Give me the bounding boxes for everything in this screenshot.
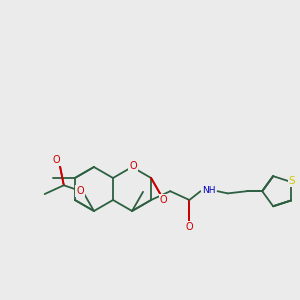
Text: O: O bbox=[52, 155, 60, 165]
Text: O: O bbox=[186, 222, 193, 232]
Text: S: S bbox=[289, 176, 295, 186]
Text: O: O bbox=[129, 161, 137, 171]
Text: O: O bbox=[76, 186, 84, 196]
Text: O: O bbox=[160, 195, 167, 205]
Text: NH: NH bbox=[202, 186, 215, 195]
